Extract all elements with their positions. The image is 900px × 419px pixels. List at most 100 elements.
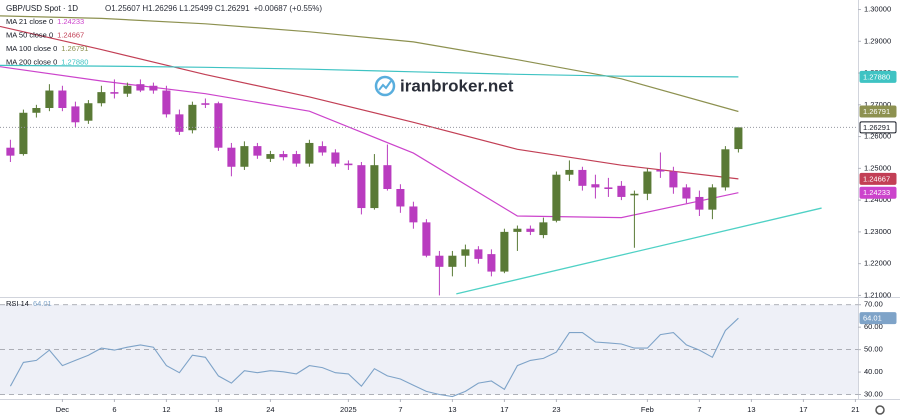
y-tick-label: 1.30000 — [864, 5, 891, 14]
trendline — [456, 207, 822, 295]
x-tick-label: Dec — [56, 405, 70, 414]
y-tick-label: 1.26000 — [864, 132, 891, 141]
candle-body — [201, 103, 210, 105]
x-tick-label: 21 — [851, 405, 859, 414]
ma-last-label-bg — [859, 70, 897, 83]
y-tick-label: 40.00 — [864, 367, 883, 376]
candle-body — [97, 92, 106, 104]
y-tick-label: 50.00 — [864, 345, 883, 354]
y-tick-label: 60.00 — [864, 322, 883, 331]
ma-last-label-bg — [859, 105, 897, 118]
candle-body — [448, 255, 457, 267]
x-tick-label: 17 — [500, 405, 508, 414]
ohlc: O1.25607 H1.26296 L1.25499 C1.26291 — [105, 4, 250, 13]
x-tick-label: 6 — [112, 405, 116, 414]
candle-body — [500, 231, 509, 272]
candle-body — [721, 149, 730, 188]
candle-body — [58, 90, 67, 108]
candle-body — [188, 104, 197, 131]
candle-body — [357, 165, 366, 209]
legend-value: 1.26791 — [61, 44, 88, 53]
candle-body — [474, 249, 483, 259]
y-tick-label: 1.27000 — [864, 100, 891, 109]
candle-body — [552, 174, 561, 221]
candle-body — [695, 196, 704, 210]
x-tick-label: Feb — [641, 405, 654, 414]
legend-value: 1.27880 — [61, 57, 88, 66]
candle-body — [331, 152, 340, 164]
candle-body — [591, 184, 600, 188]
y-tick-label: 1.21000 — [864, 290, 891, 299]
candle-body — [370, 165, 379, 209]
rsi-line — [9, 317, 739, 398]
ma-last-label: 1.24667 — [863, 174, 890, 183]
candle-body — [292, 154, 301, 164]
candle-body — [669, 171, 678, 188]
x-tick-label: 17 — [799, 405, 807, 414]
logo-arrow — [378, 80, 392, 91]
candle-body — [175, 114, 184, 132]
candle-body — [617, 185, 626, 197]
rsi-title: RSI 14 — [6, 299, 29, 308]
candle-body — [513, 228, 522, 232]
ma-last-label: 1.26791 — [863, 107, 890, 116]
x-tick-label: 13 — [448, 405, 456, 414]
legend-label: MA 21 close 0 — [6, 17, 53, 26]
symbol: GBP/USD Spot · 1D — [6, 4, 78, 13]
candle-body — [461, 249, 470, 256]
candle-body — [279, 154, 288, 158]
candle-body — [136, 84, 145, 91]
settings-gear[interactable] — [875, 405, 885, 415]
ma-last-label-bg — [859, 186, 897, 199]
ma-last-label-bg — [859, 172, 897, 185]
ma-last-label: 1.27880 — [863, 72, 890, 81]
candle-body — [383, 165, 392, 189]
candle-body — [45, 90, 54, 108]
change: +0.00687 (+0.55%) — [254, 4, 323, 13]
candle-body — [344, 163, 353, 166]
rsi-value: 64.01 — [33, 299, 52, 308]
candle-body — [409, 206, 418, 223]
ma-last-label: 1.24233 — [863, 188, 890, 197]
candle-body — [305, 142, 314, 164]
candle-body — [149, 85, 158, 91]
y-tick-label: 70.00 — [864, 300, 883, 309]
x-tick-label: 18 — [214, 405, 222, 414]
legend-value: 1.24233 — [57, 17, 84, 26]
candle-body — [123, 85, 132, 94]
ma-line — [0, 64, 739, 78]
y-tick-label: 1.22000 — [864, 259, 891, 268]
candle-body — [240, 146, 249, 167]
candle-body — [578, 169, 587, 186]
y-tick-label: 30.00 — [864, 389, 883, 398]
ma-line — [0, 25, 739, 180]
last-price-label: 1.26291 — [863, 123, 890, 132]
legend-label: MA 50 close 0 — [6, 30, 53, 39]
candle-body — [682, 187, 691, 199]
overlay: 1.24233 MA 21 close 0 1.24233 1.24667 MA 50 … — [6, 17, 897, 325]
candle-body — [656, 169, 665, 172]
candle-body — [396, 189, 405, 207]
candle-body — [734, 127, 743, 150]
watermark: iranbroker.net — [400, 76, 514, 95]
candle-body — [487, 254, 496, 272]
x-tick-label: 2025 — [340, 405, 357, 414]
last-price-label-bg — [859, 121, 897, 134]
candle-body — [84, 103, 93, 121]
y-tick-label: 1.24000 — [864, 195, 891, 204]
rsi-last-label: 64.01 — [863, 314, 882, 323]
ma-line — [0, 66, 739, 219]
legend-label: MA 200 close 0 — [6, 57, 57, 66]
candle-body — [565, 169, 574, 175]
candle-body — [318, 146, 327, 153]
x-tick-label: 7 — [398, 405, 402, 414]
candle-body — [643, 171, 652, 194]
candle-body — [32, 108, 41, 113]
settings-icon[interactable] — [875, 405, 885, 415]
candle-body — [227, 147, 236, 167]
candle-body — [266, 154, 275, 159]
y-tick-label: 1.29000 — [864, 36, 891, 45]
rsi-last-label-bg — [859, 312, 897, 325]
candle-body — [162, 90, 171, 115]
